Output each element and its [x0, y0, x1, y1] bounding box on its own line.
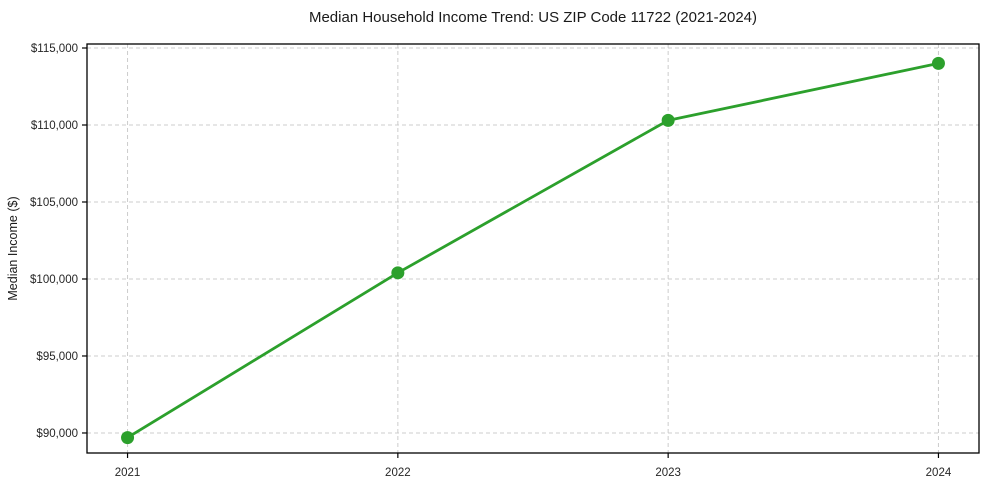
chart-title: Median Household Income Trend: US ZIP Co…: [309, 9, 757, 26]
y-tick-label: $115,000: [31, 43, 78, 55]
x-tick-label: 2022: [385, 467, 411, 479]
x-tick-label: 2024: [926, 467, 952, 479]
y-tick-label: $100,000: [30, 274, 78, 286]
data-point-marker: [391, 266, 405, 280]
data-point-marker: [661, 113, 675, 127]
y-axis-label: Median Income ($): [6, 196, 20, 300]
y-tick-label: $95,000: [36, 351, 78, 363]
x-tick-label: 2023: [655, 467, 681, 479]
grid-layer: [87, 44, 979, 453]
plot-border: [86, 43, 980, 454]
axis-ticks-layer: $90,000 $95,000 $100,000 $105,000 $110,000 $1…: [30, 43, 952, 479]
trend-line-layer: [121, 56, 945, 445]
y-tick-label: $90,000: [36, 428, 78, 440]
trend-line: [126, 62, 940, 440]
data-point-marker: [931, 56, 945, 70]
x-tick-label: 2021: [115, 467, 141, 479]
data-point-marker: [121, 431, 135, 445]
y-tick-label: $105,000: [30, 197, 78, 209]
y-tick-label: $110,000: [31, 120, 78, 132]
